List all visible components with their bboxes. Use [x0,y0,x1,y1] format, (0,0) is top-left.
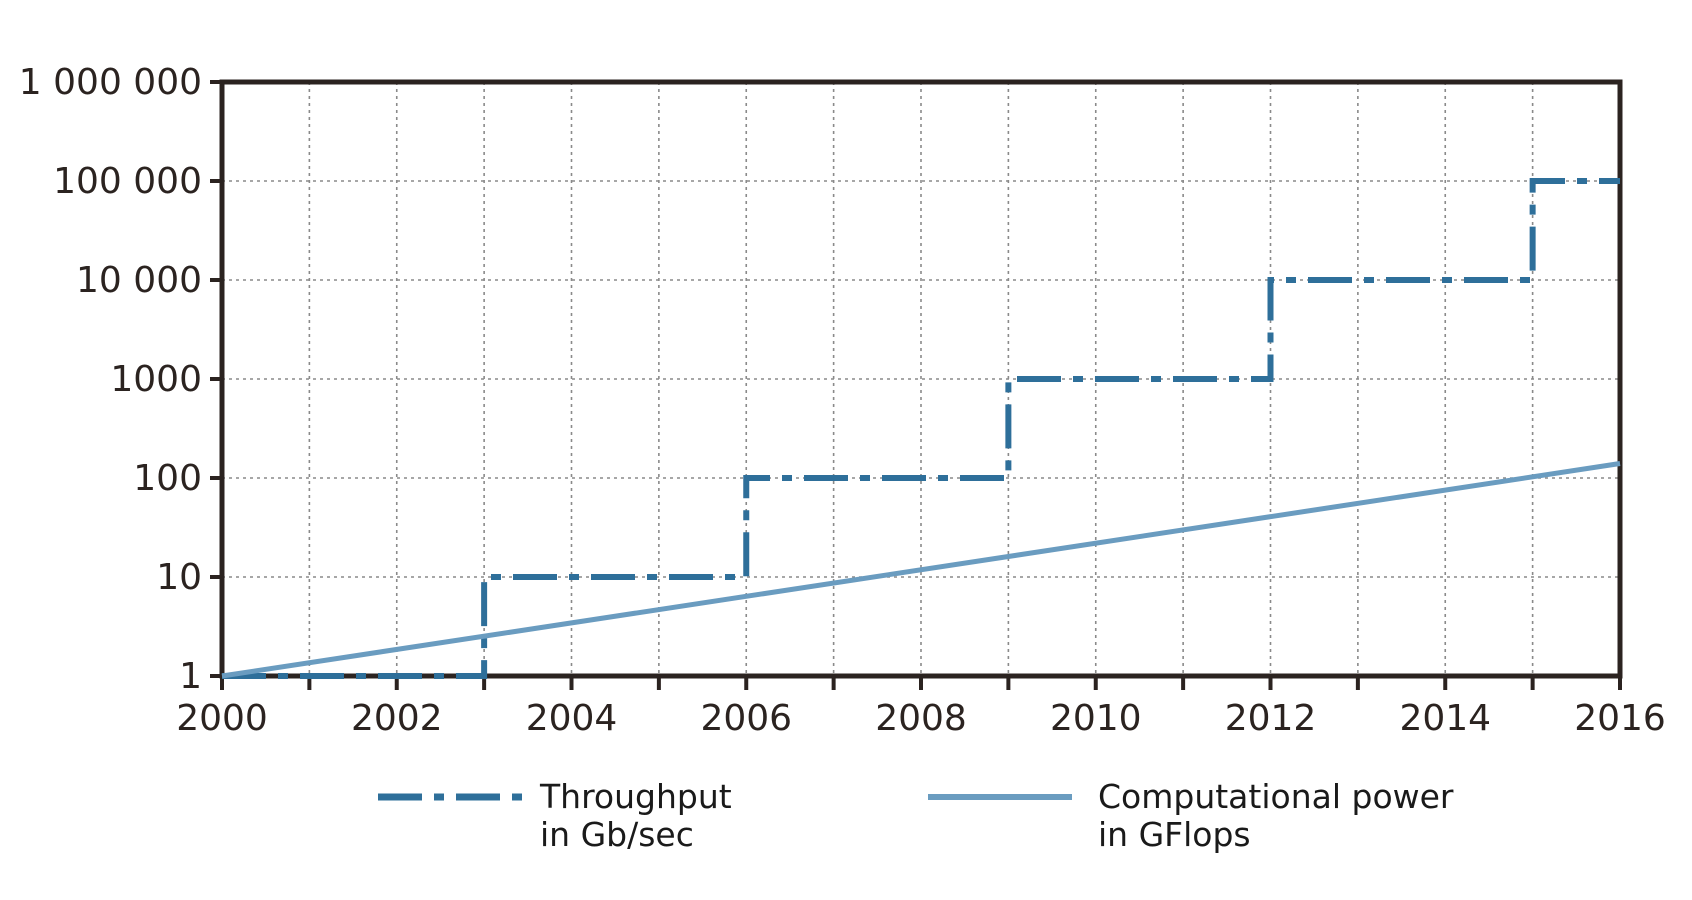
legend-label: in GFlops [1098,815,1251,854]
x-tick-label: 2000 [176,698,268,739]
x-tick-label: 2008 [875,698,967,739]
series-group [221,178,1621,679]
x-axis: 2000 2002 2004 2006 2008 2010 2012 2014 2016 [176,676,1666,739]
x-tick-label: 2006 [700,698,792,739]
x-tick-label: 2012 [1225,698,1317,739]
y-tick-label: 100 000 [53,161,202,202]
y-tick-label: 10 000 [76,260,202,301]
x-tick-label: 2014 [1399,698,1491,739]
x-tick-label: 2002 [351,698,443,739]
x-tick-label: 2010 [1050,698,1142,739]
y-tick-label: 1 000 000 [19,62,202,103]
legend-label: Computational power [1098,777,1454,816]
grid [222,82,1620,676]
legend-label: Throughput [539,777,732,816]
x-tick-label: 2016 [1574,698,1666,739]
y-axis: 1 10 100 1000 10 000 100 000 1 000 000 [19,62,222,697]
y-tick-label: 1 [179,656,202,697]
y-tick-label: 1000 [110,359,202,400]
computational-power-series-line [221,461,1621,679]
y-tick-label: 100 [133,458,202,499]
throughput-series-line [222,178,1620,679]
y-tick-label: 10 [156,557,202,598]
legend-label: in Gb/sec [540,815,694,854]
x-tick-label: 2004 [526,698,618,739]
